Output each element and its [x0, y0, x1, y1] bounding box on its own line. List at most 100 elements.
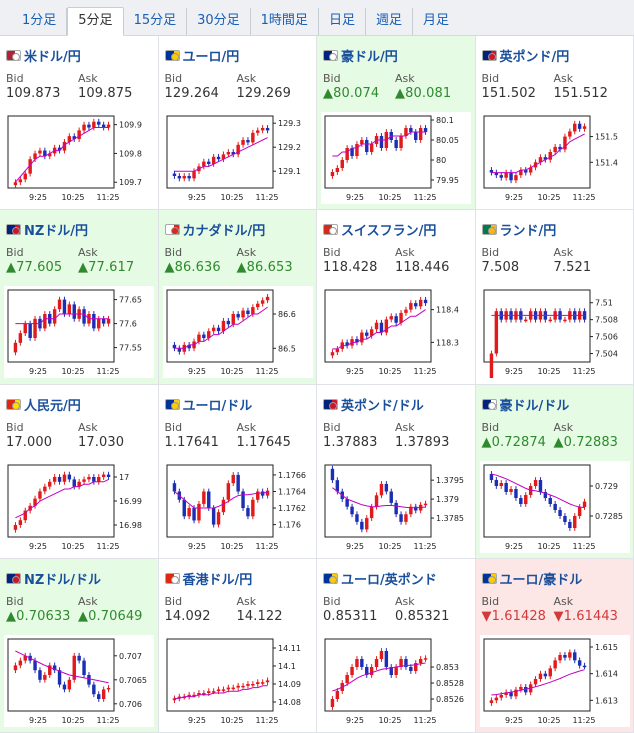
pair-name[interactable]: NZドル/ドル: [6, 569, 101, 588]
pair-name[interactable]: 人民元/円: [6, 395, 81, 414]
rate-card[interactable]: NZドル/円 Bid Ask ▲77.605 ▲77.617 77.65 77.6…: [0, 210, 159, 385]
pair-name[interactable]: カナダドル/円: [164, 220, 265, 239]
candlestick-chart[interactable]: 0.707 0.7065 0.706 9:25 10:25 11:25: [4, 634, 154, 727]
tab-timeframe[interactable]: 月足: [422, 13, 449, 28]
candle-body: [186, 345, 191, 349]
candle-body: [72, 655, 76, 680]
candle-body: [355, 144, 359, 156]
y-tick-label: 79.95: [436, 176, 459, 185]
ask-label: Ask: [553, 594, 574, 608]
candle-body: [394, 140, 398, 148]
candlestick-chart[interactable]: 17 16.99 16.98 9:25 10:25 11:25: [4, 460, 154, 553]
candle-body: [172, 482, 176, 491]
pair-name[interactable]: スイスフラン/円: [323, 220, 436, 239]
candlestick-chart[interactable]: 7.51 7.508 7.506 7.504 9:25 10:25 11:25: [479, 286, 630, 379]
rate-card[interactable]: NZドル/ドル Bid Ask ▲0.70633 ▲0.70649 0.707 0…: [0, 558, 159, 733]
candle-body: [33, 153, 37, 160]
tab-timeframe[interactable]: 15分足: [124, 8, 188, 35]
candle-body: [508, 692, 513, 697]
candle-body: [196, 503, 201, 520]
candlestick-chart[interactable]: 151.5 151.4 9:25 10:25 11:25: [479, 112, 630, 204]
bid-value: 109.873: [6, 86, 61, 101]
candle-body: [211, 690, 215, 693]
candlestick-chart[interactable]: 1.615 1.614 1.613 9:25 10:25 11:25: [479, 634, 630, 727]
candle-body: [533, 678, 537, 685]
bid-label: Bid: [323, 246, 341, 260]
au-flag: [481, 398, 497, 410]
tab-timeframe[interactable]: 1時間足: [251, 8, 319, 35]
candle-body: [394, 502, 398, 514]
rate-card[interactable]: 英ポンド/円 Bid Ask 151.502 151.512 151.5 151.…: [475, 36, 634, 211]
candlestick-chart[interactable]: 80.1 80.05 80 79.95 9:25 10:25 11:25: [321, 112, 471, 204]
candle-body: [260, 300, 264, 304]
candle-body: [582, 126, 586, 129]
candlestick-chart[interactable]: 1.3795 1.379 1.3785 9:25 10:25 11:25: [321, 460, 471, 553]
tab-timeframe[interactable]: 5分足: [67, 7, 124, 36]
candlestick-chart[interactable]: 129.3 129.2 129.1 9:25 10:25 11:25: [162, 112, 313, 204]
pair-name[interactable]: ユーロ/円: [164, 46, 239, 65]
candlestick-chart[interactable]: 118.4 118.3 9:25 10:25 11:25: [321, 286, 471, 379]
ask-value: 14.122: [236, 608, 283, 624]
pair-name[interactable]: 豪ドル/ドル: [481, 395, 569, 414]
pair-name[interactable]: 香港ドル/円: [164, 569, 252, 588]
x-tick-label: 11:25: [413, 542, 436, 551]
candle-body: [235, 314, 240, 318]
candle-body: [508, 172, 513, 181]
rate-card[interactable]: ユーロ/豪ドル Bid Ask ▼1.61428 ▼1.61443 1.615 1…: [475, 558, 634, 733]
rate-card[interactable]: ユーロ/ドル Bid Ask 1.17641 1.17645 1.1766 1.1…: [158, 384, 317, 559]
pair-name[interactable]: ランド/円: [481, 220, 556, 239]
candlestick-chart[interactable]: 1.1766 1.1764 1.1762 1.176 9:25 10:25 11:25: [162, 460, 313, 553]
pair-name[interactable]: 米ドル/円: [6, 46, 81, 65]
tab-timeframe[interactable]: 日足: [319, 8, 366, 35]
candle-body: [206, 331, 210, 339]
pair-name[interactable]: 英ポンド/円: [481, 46, 569, 65]
pair-name[interactable]: NZドル/円: [6, 220, 88, 239]
candle-body: [494, 697, 498, 701]
pair-name[interactable]: ユーロ/ドル: [164, 395, 252, 414]
rate-card[interactable]: 豪ドル/円 Bid Ask ▲80.074 ▲80.081 80.1 80.05 8…: [317, 36, 476, 211]
rate-card[interactable]: ランド/円 Bid Ask 7.508 7.521 7.51 7.508 7.506…: [475, 210, 634, 385]
x-tick-label: 9:25: [505, 716, 523, 725]
y-tick-label: 151.5: [595, 133, 618, 142]
rate-card[interactable]: 英ポンド/ドル Bid Ask 1.37883 1.37893 1.3795 1.…: [317, 384, 476, 559]
candle-body: [423, 657, 428, 660]
tab-timeframe[interactable]: 1分足: [12, 8, 68, 35]
candlestick-chart[interactable]: 86.6 86.5 9:25 10:25 11:25: [162, 286, 313, 379]
candlestick-chart[interactable]: 77.65 77.6 77.55 9:25 10:25 11:25: [4, 286, 154, 379]
candlestick-chart[interactable]: 0.729 0.7285 9:25 10:25 11:25: [479, 460, 630, 553]
rate-card[interactable]: 香港ドル/円 Bid Ask 14.092 14.122 14.11 14.1 14…: [158, 558, 317, 733]
rate-card[interactable]: ユーロ/円 Bid Ask 129.264 129.269 129.3 129.2…: [158, 36, 317, 211]
candlestick-chart[interactable]: 0.853 0.8528 0.8526 9:25 10:25 11:25: [321, 634, 471, 727]
rate-card[interactable]: カナダドル/円 Bid Ask ▲86.636 ▲86.653 86.6 86.5…: [158, 210, 317, 385]
x-tick-label: 9:25: [346, 193, 364, 202]
bid-value: 129.264: [164, 86, 219, 101]
rate-card[interactable]: 米ドル/円 Bid Ask 109.873 109.875 109.9 109.8…: [0, 36, 159, 211]
tab-timeframe[interactable]: 30分足: [187, 8, 251, 35]
candle-body: [567, 521, 572, 528]
pair-name[interactable]: ユーロ/豪ドル: [481, 569, 582, 588]
ca-flag: [164, 224, 180, 236]
candle-body: [365, 140, 369, 152]
tab-timeframe[interactable]: 週足: [366, 8, 413, 35]
pair-name[interactable]: 英ポンド/ドル: [323, 395, 424, 414]
rate-card[interactable]: スイスフラン/円 Bid Ask 118.428 118.446 118.4 11…: [317, 210, 476, 385]
y-tick-label: 0.729: [595, 482, 618, 491]
candle-body: [97, 476, 101, 482]
pair-label: 豪ドル/円: [341, 50, 398, 65]
pair-name[interactable]: ユーロ/英ポンド: [323, 569, 437, 588]
gb-flag: [323, 398, 338, 410]
candle-body: [523, 319, 527, 322]
pair-name[interactable]: 豪ドル/円: [323, 46, 398, 65]
candle-body: [177, 696, 181, 699]
candlestick-chart[interactable]: 14.11 14.1 14.09 14.08 9:25 10:25 11:25: [162, 634, 313, 727]
ch-flag: [323, 224, 338, 236]
candle-body: [572, 652, 576, 661]
rate-card[interactable]: 人民元/円 Bid Ask 17.000 17.030 17 16.99 16.98…: [0, 384, 159, 559]
y-tick-label: 1.614: [595, 669, 618, 678]
x-tick-label: 9:25: [505, 367, 523, 376]
candlestick-chart[interactable]: 109.9 109.8 109.7 9:25 10:25 11:25: [4, 112, 154, 204]
candle-body: [265, 297, 269, 301]
candle-body: [399, 136, 403, 148]
rate-card[interactable]: 豪ドル/ドル Bid Ask ▲0.72874 ▲0.72883 0.729 0.…: [475, 384, 634, 559]
rate-card[interactable]: ユーロ/英ポンド Bid Ask 0.85311 0.85321 0.853 0.…: [317, 558, 476, 733]
